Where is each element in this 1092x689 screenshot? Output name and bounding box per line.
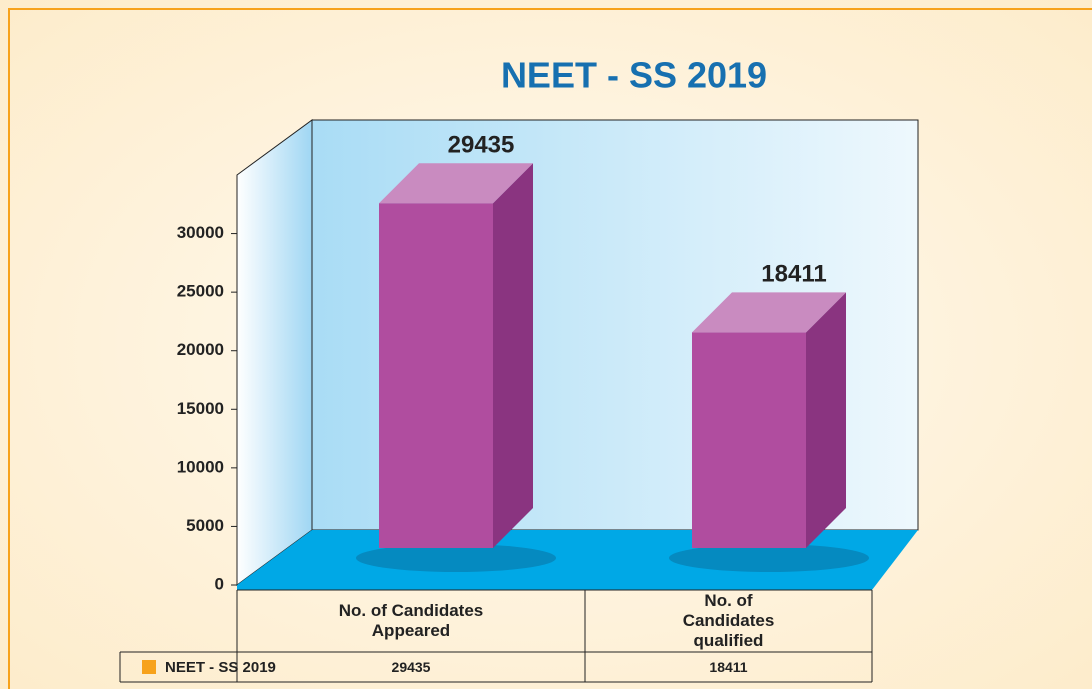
data-label: 18411: [761, 261, 826, 288]
y-tick-label: 25000: [177, 282, 224, 301]
y-tick-label: 30000: [177, 223, 224, 242]
data-label: 29435: [448, 132, 515, 159]
legend-swatch: [142, 660, 156, 674]
bar-top: [379, 163, 533, 204]
bar: [692, 332, 806, 548]
frame: [8, 8, 1092, 689]
bar: [379, 203, 493, 548]
bar-top: [692, 292, 846, 333]
y-tick-label: 10000: [177, 457, 224, 476]
table-value: 29435: [391, 659, 431, 675]
side-wall: [236, 119, 313, 586]
y-tick-label: 20000: [177, 340, 224, 359]
y-tick-label: 15000: [177, 399, 224, 418]
table-value: 18411: [709, 659, 748, 675]
bar-side: [493, 163, 533, 548]
legend-label: NEET - SS 2019: [165, 659, 276, 676]
bar-shadow: [669, 544, 869, 572]
y-tick-label: 0: [215, 574, 224, 593]
bar-side: [806, 292, 846, 548]
chart-title: NEET - SS 2019: [501, 55, 767, 96]
x-tick-label: No. of Candidates qualified: [682, 591, 775, 650]
y-tick-label: 5000: [186, 516, 224, 535]
bar-shadow: [356, 544, 556, 572]
x-tick-label: No. of Candidates Appeared: [338, 601, 484, 640]
